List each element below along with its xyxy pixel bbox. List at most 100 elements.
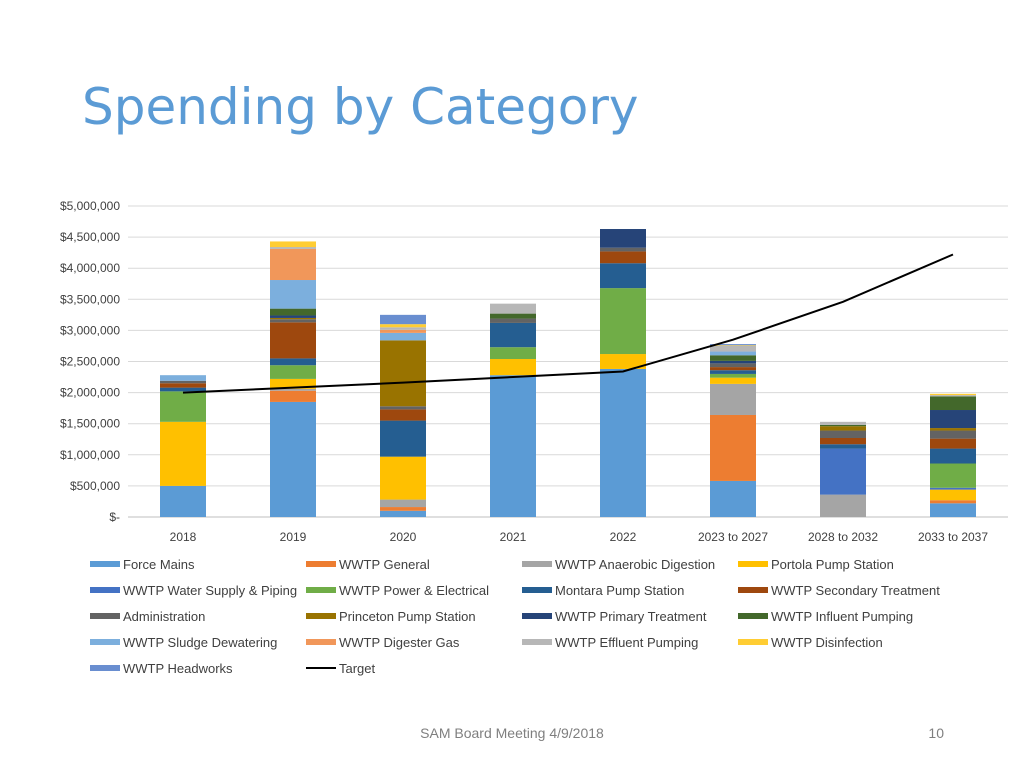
bar-segment	[160, 387, 206, 392]
y-tick-label: $2,000,000	[60, 386, 120, 400]
legend-item: WWTP Influent Pumping	[738, 608, 958, 624]
legend-swatch-icon	[90, 587, 120, 593]
legend-swatch-icon	[738, 639, 768, 645]
bar-segment	[380, 499, 426, 508]
legend-swatch-icon	[90, 639, 120, 645]
bar-segment	[820, 448, 866, 495]
bar-segment	[160, 421, 206, 486]
y-tick-label: $3,000,000	[60, 323, 120, 337]
y-axis-labels: $- $500,000 $1,000,000 $1,500,000 $2,000,000…	[60, 199, 120, 524]
bar-segment	[490, 313, 536, 319]
legend-swatch-icon	[306, 639, 336, 645]
legend-label: Administration	[123, 608, 206, 624]
legend-swatch-icon	[522, 561, 552, 567]
bar-segment	[710, 383, 756, 415]
bar-segment	[380, 409, 426, 421]
legend-item: Administration	[90, 608, 306, 624]
bar-segment	[600, 251, 646, 264]
bar-segment	[270, 390, 316, 402]
x-tick-label: 2022	[610, 530, 637, 544]
x-tick-label: 2028 to 2032	[808, 530, 878, 544]
footer-text: SAM Board Meeting 4/9/2018	[420, 725, 604, 741]
bar-segment	[270, 315, 316, 318]
y-tick-label: $3,500,000	[60, 292, 120, 306]
y-tick-label: $5,000,000	[60, 199, 120, 213]
page-number: 10	[928, 725, 944, 741]
legend-label: WWTP Water Supply & Piping	[123, 582, 298, 598]
bar-segment	[270, 317, 316, 320]
bar-segment	[380, 406, 426, 410]
legend-item: WWTP Anaerobic Digestion	[522, 556, 738, 572]
bar-segment	[160, 485, 206, 517]
bar-segment	[490, 375, 536, 517]
bar-segment	[270, 378, 316, 389]
bar-segment	[270, 322, 316, 359]
legend-item: WWTP Sludge Dewatering	[90, 634, 306, 650]
bar-segment	[490, 322, 536, 348]
legend-swatch-icon	[738, 587, 768, 593]
bar-segment	[380, 340, 426, 407]
y-tick-label: $500,000	[70, 479, 120, 493]
bar-segment	[820, 438, 866, 445]
bar-segment	[930, 487, 976, 490]
legend-item: WWTP Effluent Pumping	[522, 634, 738, 650]
bar-segment	[710, 480, 756, 517]
gridlines	[128, 205, 1008, 518]
bar-segment	[820, 421, 866, 425]
legend-label: WWTP Anaerobic Digestion	[555, 556, 716, 572]
legend-label: WWTP Digester Gas	[339, 634, 460, 650]
bar-segment	[600, 247, 646, 252]
bar-segment	[380, 420, 426, 457]
bar-segment	[710, 367, 756, 371]
bar-segment	[930, 489, 976, 501]
stacked-bar-chart: $- $500,000 $1,000,000 $1,500,000 $2,000,000…	[60, 199, 1008, 544]
bar-segment	[710, 344, 756, 346]
x-tick-label: 2021	[500, 530, 527, 544]
bar-segment	[160, 391, 206, 422]
y-tick-label: $1,000,000	[60, 448, 120, 462]
legend-swatch-icon	[522, 639, 552, 645]
legend-label: WWTP Sludge Dewatering	[123, 634, 278, 650]
legend-item: WWTP Water Supply & Piping	[90, 582, 306, 598]
legend-swatch-icon	[738, 613, 768, 619]
y-tick-label: $2,500,000	[60, 355, 120, 369]
x-tick-label: 2020	[390, 530, 417, 544]
target-line-layer	[182, 253, 954, 394]
target-line	[182, 253, 954, 394]
legend-item: WWTP Digester Gas	[306, 634, 522, 650]
bar-segment	[160, 383, 206, 388]
bar-segment	[820, 426, 866, 431]
legend-label: WWTP General	[339, 556, 430, 572]
chart-legend: Force Mains WWTP General WWTP Anaerobic Di…	[90, 556, 970, 676]
bar-segment	[600, 368, 646, 517]
legend-label: Force Mains	[123, 556, 195, 572]
bar-segment	[930, 503, 976, 517]
bar-segment	[600, 288, 646, 355]
bar-segment	[270, 241, 316, 248]
legend-label: WWTP Secondary Treatment	[771, 582, 940, 598]
bar-segment	[270, 319, 316, 323]
bar-segment	[930, 428, 976, 431]
y-tick-label: $4,500,000	[60, 230, 120, 244]
bar-segment	[820, 430, 866, 439]
legend-label: WWTP Headworks	[123, 660, 233, 676]
bar-segment	[710, 414, 756, 481]
bar-segment	[270, 308, 316, 316]
y-tick-label: $-	[109, 510, 120, 524]
bar-segment	[270, 365, 316, 379]
bar-segment	[270, 401, 316, 517]
legend-label: WWTP Influent Pumping	[771, 608, 914, 624]
legend-swatch-icon	[306, 613, 336, 619]
bar-segment	[820, 444, 866, 449]
bar-segment	[710, 370, 756, 374]
bar-segment	[710, 377, 756, 384]
legend-item: WWTP Disinfection	[738, 634, 958, 650]
legend-swatch-icon	[522, 587, 552, 593]
bar-segment	[270, 358, 316, 366]
bar-segment	[380, 456, 426, 500]
bar-segment	[710, 351, 756, 356]
legend-line-icon	[306, 667, 336, 669]
y-tick-label: $4,000,000	[60, 261, 120, 275]
legend-swatch-icon	[306, 587, 336, 593]
bar-segment	[710, 345, 756, 352]
